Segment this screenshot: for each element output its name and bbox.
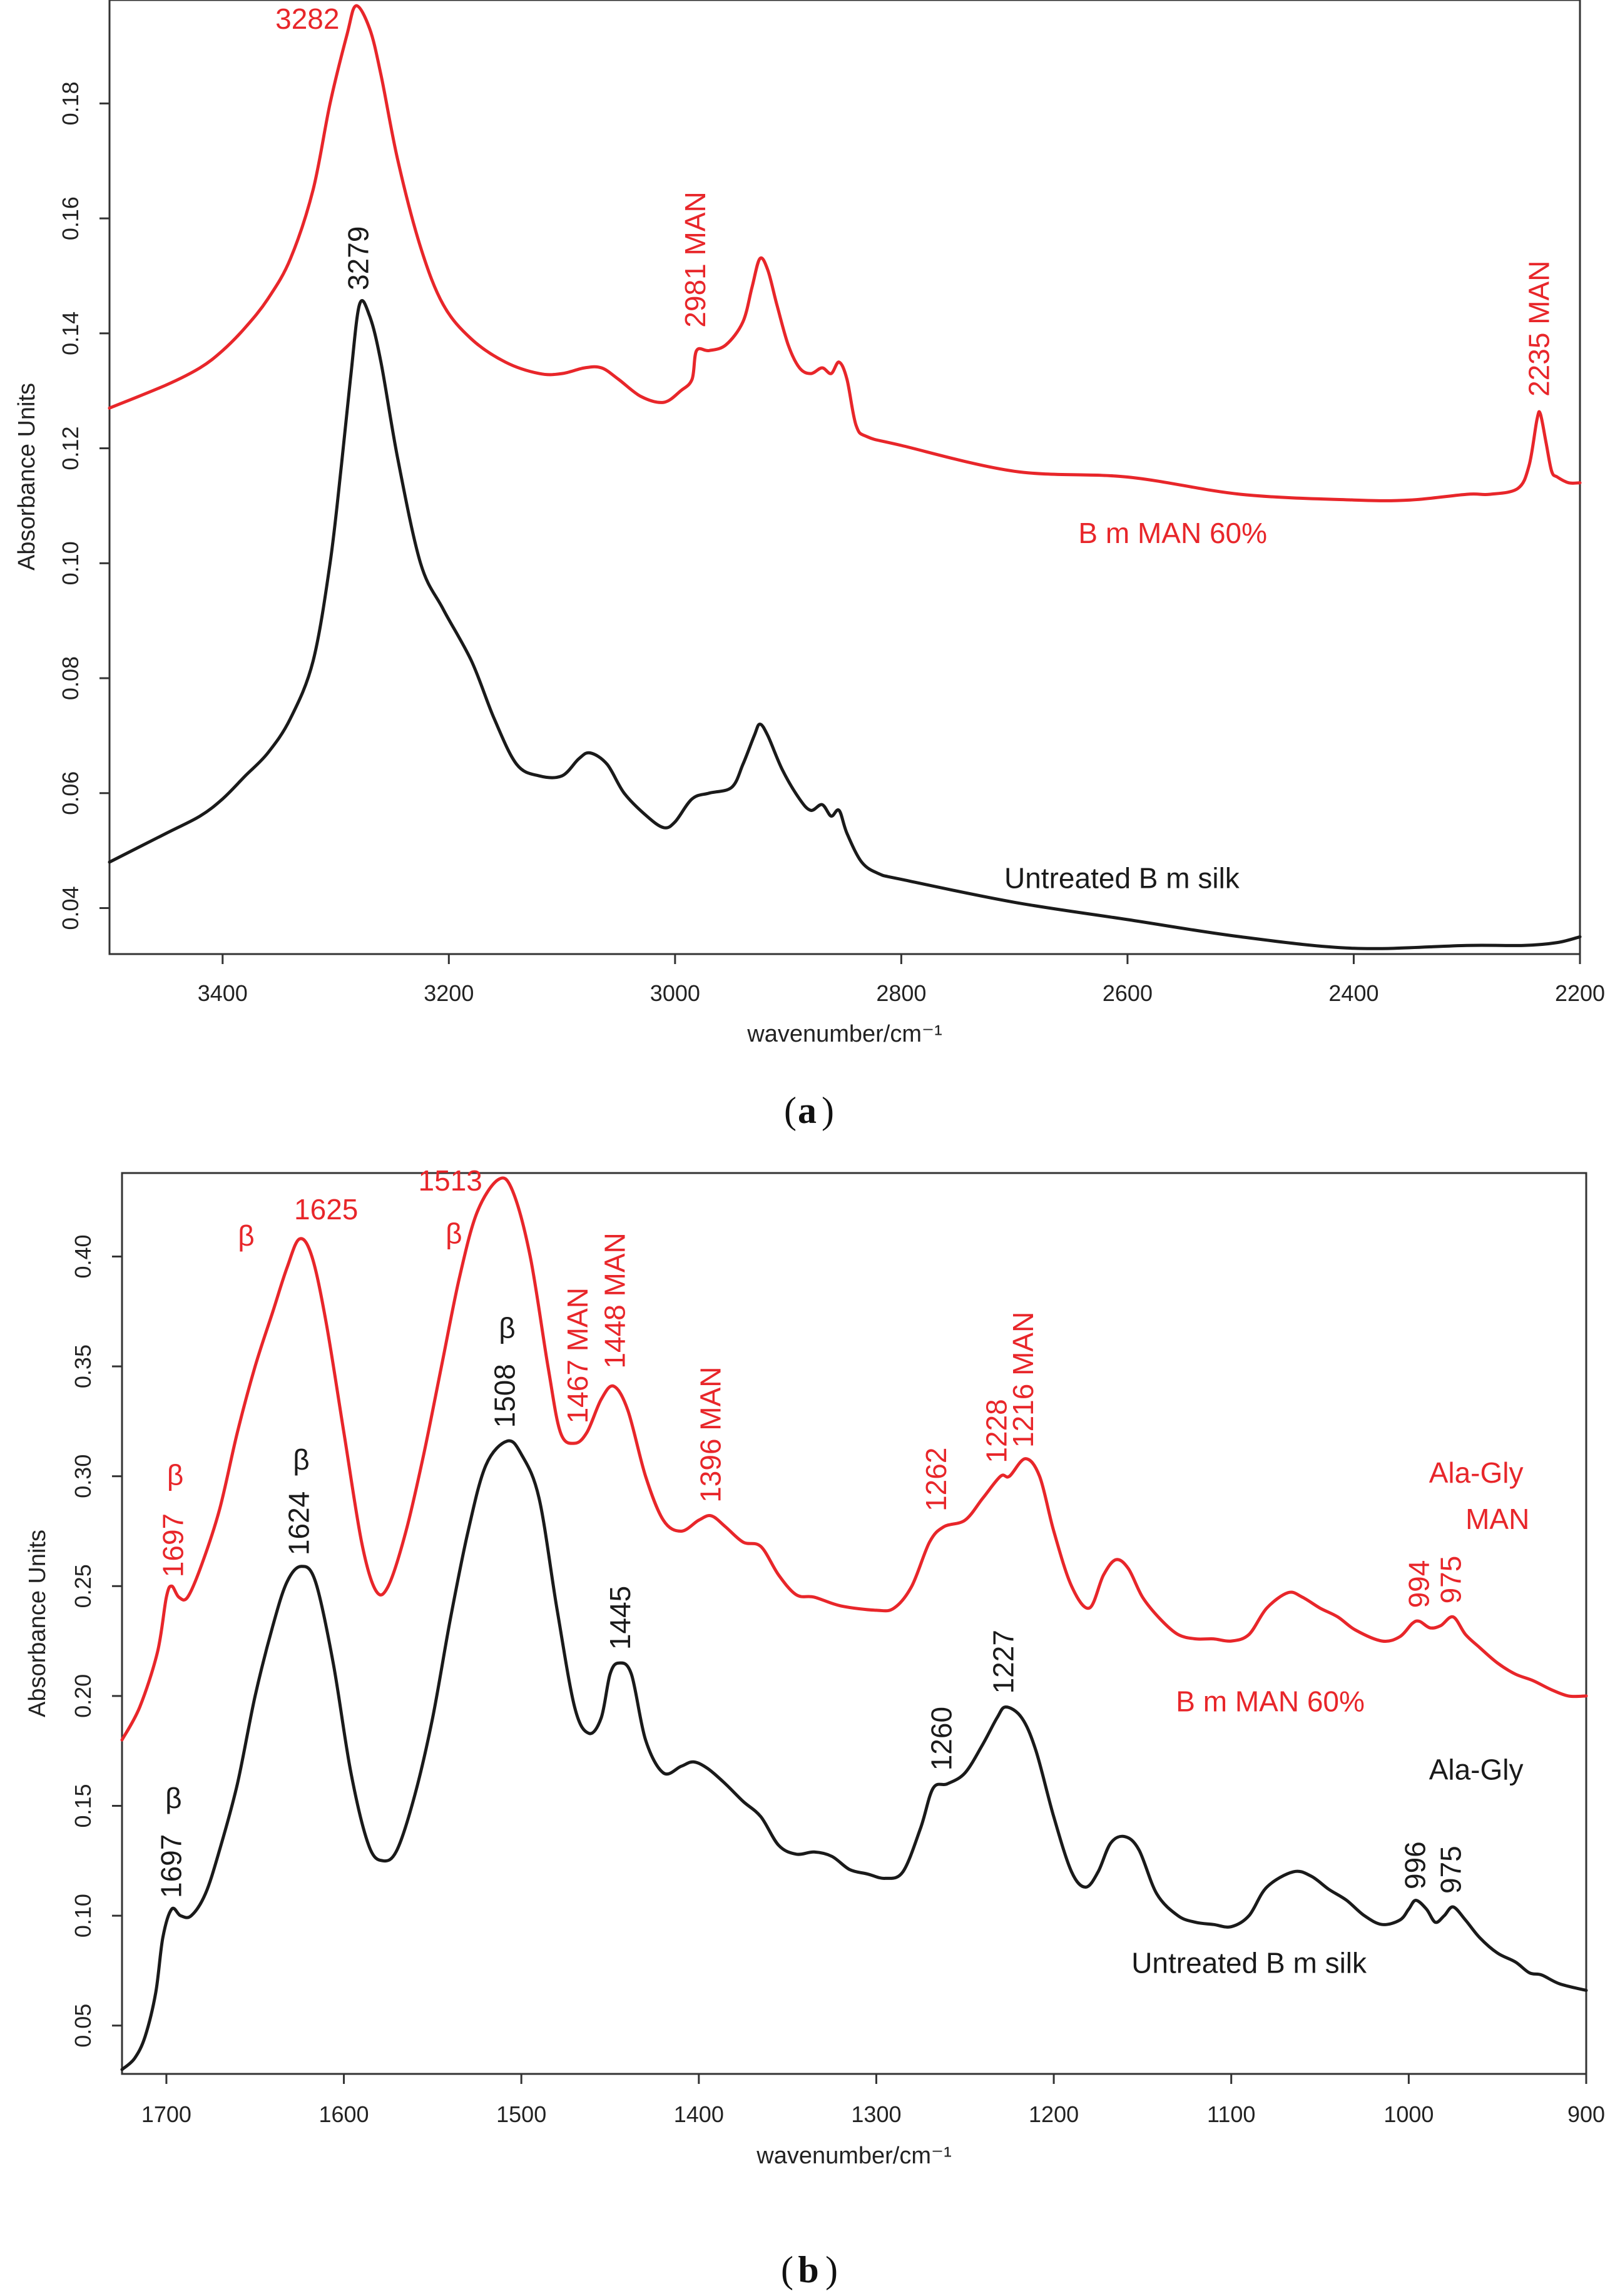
peak-annotation-b: β [446, 1217, 462, 1249]
panel-a-label: a [798, 1090, 817, 1131]
x-axis-b: 1700 1600 1500 1400 1300 1200 1100 1000 900 [141, 2074, 1605, 2127]
annotations-b: 1625 β 1513 β β 1697 1467 MAN 1448 MAN 1396 MAN 1… [155, 1164, 1529, 1979]
plot-frame-a [108, 0, 1581, 955]
x-tick-label-b: 1200 [1029, 2101, 1079, 2127]
peak-annotation-a: Untreated B m silk [1004, 861, 1240, 894]
plot-frame-b [121, 1172, 1587, 2075]
peak-annotation-b: β [165, 1782, 181, 1814]
x-tick-label-b: 1700 [141, 2101, 191, 2127]
peak-annotation-b: 1697 [156, 1513, 189, 1577]
x-tick-label-a: 2400 [1328, 980, 1378, 1006]
peak-annotation-b: 996 [1399, 1841, 1432, 1889]
peak-annotation-b: 1227 [987, 1630, 1020, 1694]
x-axis-label-a: wavenumber/cm⁻¹ [746, 1021, 942, 1047]
x-axis-a: 3400 3200 3000 2800 2600 2400 2200 [198, 954, 1605, 1006]
y-tick-label-a: 0.16 [58, 196, 83, 240]
peak-annotation-b: Ala-Gly [1429, 1456, 1524, 1489]
y-tick-label-b: 0.25 [70, 1564, 96, 1608]
peak-annotation-b: Ala-Gly [1429, 1753, 1524, 1785]
y-tick-label-b: 0.20 [70, 1674, 96, 1718]
peak-annotation-b: 975 [1434, 1846, 1467, 1894]
untreated-spectrum-line-b [120, 1439, 1588, 2071]
peak-annotation-b: 994 [1402, 1560, 1435, 1608]
treated-spectrum-line-b [120, 1176, 1588, 1742]
x-axis-label-b: wavenumber/cm⁻¹ [756, 2143, 951, 2169]
y-tick-label-a: 0.06 [58, 771, 83, 815]
x-tick-label-a: 3200 [424, 980, 474, 1006]
y-axis-label-a: Absorbance Units [14, 383, 40, 571]
panel-b-chart: 0.05 0.10 0.15 0.20 0.25 0.30 0.35 0.40 1700 160… [24, 1164, 1605, 2169]
peak-annotation-a: 3282 [275, 3, 339, 35]
y-tick-label-b: 0.10 [70, 1894, 96, 1938]
svg-text:(: ( [781, 2249, 793, 2290]
annotations-a: 3282 3279 2981 MAN 2235 MAN B m MAN 60% Untre… [275, 3, 1556, 895]
peak-annotation-b: 1260 [925, 1707, 957, 1770]
x-tick-label-b: 1400 [674, 2101, 724, 2127]
peak-annotation-a: 3279 [342, 226, 374, 290]
svg-text:): ) [822, 1090, 834, 1131]
peak-annotation-a: 2235 MAN [1523, 261, 1556, 397]
treated-spectrum-line-a [108, 4, 1582, 502]
panel-a-caption: ( a ) [784, 1090, 834, 1131]
x-tick-label-a: 3400 [198, 980, 248, 1006]
y-tick-label-b: 0.05 [70, 2004, 96, 2048]
y-tick-label-a: 0.04 [58, 886, 83, 930]
series-group-a [108, 4, 1582, 950]
peak-annotation-b: 1216 MAN [1007, 1312, 1039, 1448]
x-tick-label-b: 1600 [318, 2101, 369, 2127]
x-tick-label-a: 2600 [1103, 980, 1153, 1006]
x-tick-label-b: 1500 [496, 2101, 546, 2127]
peak-annotation-b: 1508 [489, 1364, 521, 1428]
peak-annotation-b: 1697 [155, 1834, 187, 1898]
peak-annotation-b: 1445 [604, 1586, 636, 1650]
panel-a-chart: 0.04 0.06 0.08 0.10 0.12 0.14 0.16 0.18 3400 320… [14, 0, 1605, 1047]
y-tick-label-a: 0.08 [58, 656, 83, 700]
peak-annotation-b: β [238, 1219, 254, 1252]
peak-annotation-b: 1624 [283, 1491, 315, 1555]
series-group-b [120, 1176, 1588, 2071]
y-tick-label-b: 0.40 [70, 1234, 96, 1278]
y-tick-label-b: 0.15 [70, 1784, 96, 1827]
panel-b-label: b [798, 2249, 818, 2290]
y-axis-b: 0.05 0.10 0.15 0.20 0.25 0.30 0.35 0.40 [70, 1234, 122, 2048]
peak-annotation-b: 1228 [980, 1399, 1012, 1463]
peak-annotation-b: 1262 [920, 1448, 952, 1511]
y-axis-a: 0.04 0.06 0.08 0.10 0.12 0.14 0.16 0.18 [58, 81, 110, 930]
peak-annotation-b: 1625 [294, 1193, 358, 1226]
peak-annotation-b: β [293, 1443, 309, 1476]
peak-annotation-b: 1467 MAN [561, 1288, 594, 1423]
peak-annotation-b: β [499, 1311, 515, 1344]
y-tick-label-a: 0.14 [58, 312, 83, 355]
peak-annotation-b: Untreated B m silk [1131, 1946, 1367, 1979]
y-tick-label-b: 0.30 [70, 1455, 96, 1498]
svg-text:): ) [825, 2249, 838, 2290]
peak-annotation-b: 975 [1434, 1556, 1467, 1604]
peak-annotation-b: 1396 MAN [695, 1366, 727, 1502]
panel-b-caption: ( b ) [781, 2249, 838, 2290]
peak-annotation-b: 1448 MAN [598, 1232, 631, 1368]
x-tick-label-b: 1300 [851, 2101, 901, 2127]
y-tick-label-a: 0.10 [58, 541, 83, 585]
y-tick-label-b: 0.35 [70, 1344, 96, 1388]
y-tick-label-a: 0.12 [58, 427, 83, 470]
x-tick-label-b: 1000 [1383, 2101, 1434, 2127]
peak-annotation-b: MAN [1465, 1503, 1529, 1535]
peak-annotation-a: B m MAN 60% [1078, 517, 1267, 549]
x-tick-label-a: 2800 [876, 980, 926, 1006]
peak-annotation-b: 1513 [419, 1164, 482, 1197]
y-axis-label-b: Absorbance Units [24, 1530, 51, 1717]
peak-annotation-a: 2981 MAN [679, 191, 711, 327]
peak-annotation-b: B m MAN 60% [1176, 1685, 1365, 1718]
y-tick-label-a: 0.18 [58, 81, 83, 125]
svg-text:(: ( [784, 1090, 797, 1131]
x-tick-label-a: 3000 [650, 980, 700, 1006]
x-tick-label-b: 1100 [1207, 2101, 1255, 2127]
untreated-spectrum-line-a [108, 299, 1582, 950]
x-tick-label-b: 900 [1567, 2101, 1605, 2127]
peak-annotation-b: β [167, 1459, 183, 1491]
x-tick-label-a: 2200 [1555, 980, 1605, 1006]
